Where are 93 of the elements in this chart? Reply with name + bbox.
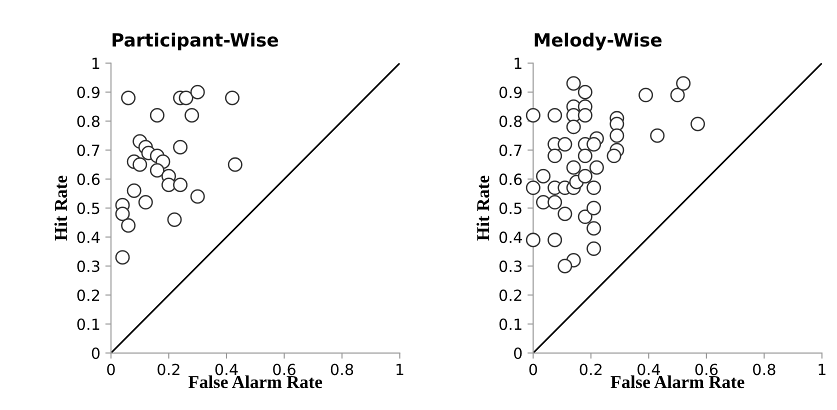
y-tick-label: 0.9 bbox=[499, 86, 522, 98]
point bbox=[566, 160, 581, 175]
point bbox=[578, 84, 592, 100]
point bbox=[586, 137, 602, 152]
point bbox=[173, 178, 188, 192]
x-tick-label: 0.2 bbox=[158, 364, 180, 376]
point bbox=[132, 157, 148, 172]
y-tick-label: 1 bbox=[92, 58, 100, 69]
point bbox=[138, 194, 153, 210]
x-tick-label: 0.8 bbox=[753, 364, 776, 376]
point bbox=[610, 128, 624, 143]
y-tick-label: 0.7 bbox=[77, 144, 100, 156]
x-tick-label: 0.6 bbox=[695, 364, 718, 376]
point bbox=[586, 200, 602, 216]
y-tick-label: 0.7 bbox=[499, 144, 522, 156]
point bbox=[536, 194, 551, 210]
chart-title: Participant-Wise bbox=[112, 32, 278, 50]
y-tick-label: 0.2 bbox=[77, 290, 100, 302]
point bbox=[121, 218, 136, 233]
point bbox=[558, 137, 572, 152]
point bbox=[566, 120, 581, 134]
point bbox=[224, 90, 240, 106]
y-tick-label: 0 bbox=[92, 347, 100, 360]
x-tick-label: 0.4 bbox=[638, 364, 660, 376]
y-axis-title: Hit Rate bbox=[54, 176, 68, 241]
point bbox=[121, 90, 136, 106]
point bbox=[150, 163, 164, 178]
x-tick-label: 0 bbox=[107, 364, 115, 376]
y-tick-label: 1 bbox=[514, 58, 522, 69]
x-tick-label: 0.2 bbox=[580, 364, 602, 376]
y-tick-label: 0.8 bbox=[77, 116, 100, 128]
point bbox=[586, 180, 602, 196]
point bbox=[589, 160, 604, 175]
y-tick-label: 0.3 bbox=[499, 260, 522, 272]
point bbox=[190, 84, 205, 100]
point bbox=[650, 128, 665, 143]
point bbox=[173, 140, 188, 154]
y-tick-label: 0.4 bbox=[77, 232, 100, 244]
y-axis-title: Hit Rate bbox=[476, 176, 490, 241]
y-tick-label: 0.1 bbox=[77, 318, 100, 330]
point bbox=[578, 108, 592, 123]
y-tick-label: 0.5 bbox=[499, 202, 522, 214]
point bbox=[638, 88, 654, 102]
x-tick-label: 1 bbox=[396, 364, 404, 376]
point bbox=[526, 232, 540, 248]
point bbox=[558, 206, 572, 222]
y-tick-label: 0.9 bbox=[77, 86, 100, 98]
point bbox=[578, 209, 592, 224]
y-tick-label: 0.2 bbox=[499, 290, 522, 302]
point bbox=[676, 76, 691, 91]
chart-title: Melody-Wise bbox=[534, 32, 662, 50]
point bbox=[526, 180, 540, 196]
point bbox=[184, 108, 200, 123]
point bbox=[150, 108, 164, 123]
y-tick-label: 0.6 bbox=[499, 174, 522, 186]
point bbox=[178, 90, 194, 106]
point bbox=[228, 157, 242, 172]
y-tick-label: 0 bbox=[514, 347, 522, 360]
y-tick-label: 0.1 bbox=[499, 318, 522, 330]
point bbox=[670, 88, 685, 102]
point bbox=[586, 241, 602, 256]
point bbox=[586, 221, 602, 236]
y-tick-label: 0.4 bbox=[499, 232, 522, 244]
point bbox=[548, 108, 562, 123]
x-axis-title: False Alarm Rate bbox=[610, 375, 744, 388]
point bbox=[606, 148, 622, 164]
point bbox=[526, 108, 540, 123]
point bbox=[548, 148, 562, 164]
x-tick-label: 0 bbox=[529, 364, 538, 376]
point bbox=[161, 178, 176, 192]
point bbox=[690, 116, 706, 132]
point bbox=[610, 116, 624, 132]
point bbox=[167, 212, 182, 227]
y-tick-label: 0.5 bbox=[77, 202, 100, 214]
point bbox=[578, 148, 592, 164]
x-axis-title: False Alarm Rate bbox=[188, 375, 322, 388]
point bbox=[190, 189, 205, 204]
point bbox=[548, 194, 562, 210]
point bbox=[115, 206, 130, 222]
y-tick-label: 0.3 bbox=[77, 260, 100, 272]
point bbox=[548, 232, 562, 248]
point bbox=[115, 250, 130, 265]
x-tick-label: 0.4 bbox=[215, 364, 238, 376]
x-tick-label: 1 bbox=[818, 364, 826, 376]
point bbox=[126, 183, 142, 198]
x-tick-label: 0.6 bbox=[273, 364, 296, 376]
point bbox=[566, 76, 581, 91]
y-tick-label: 0.8 bbox=[499, 116, 522, 128]
point bbox=[578, 168, 592, 184]
x-tick-label: 0.8 bbox=[330, 364, 354, 376]
point bbox=[558, 258, 572, 274]
point bbox=[536, 168, 551, 184]
y-tick-label: 0.6 bbox=[77, 174, 100, 186]
